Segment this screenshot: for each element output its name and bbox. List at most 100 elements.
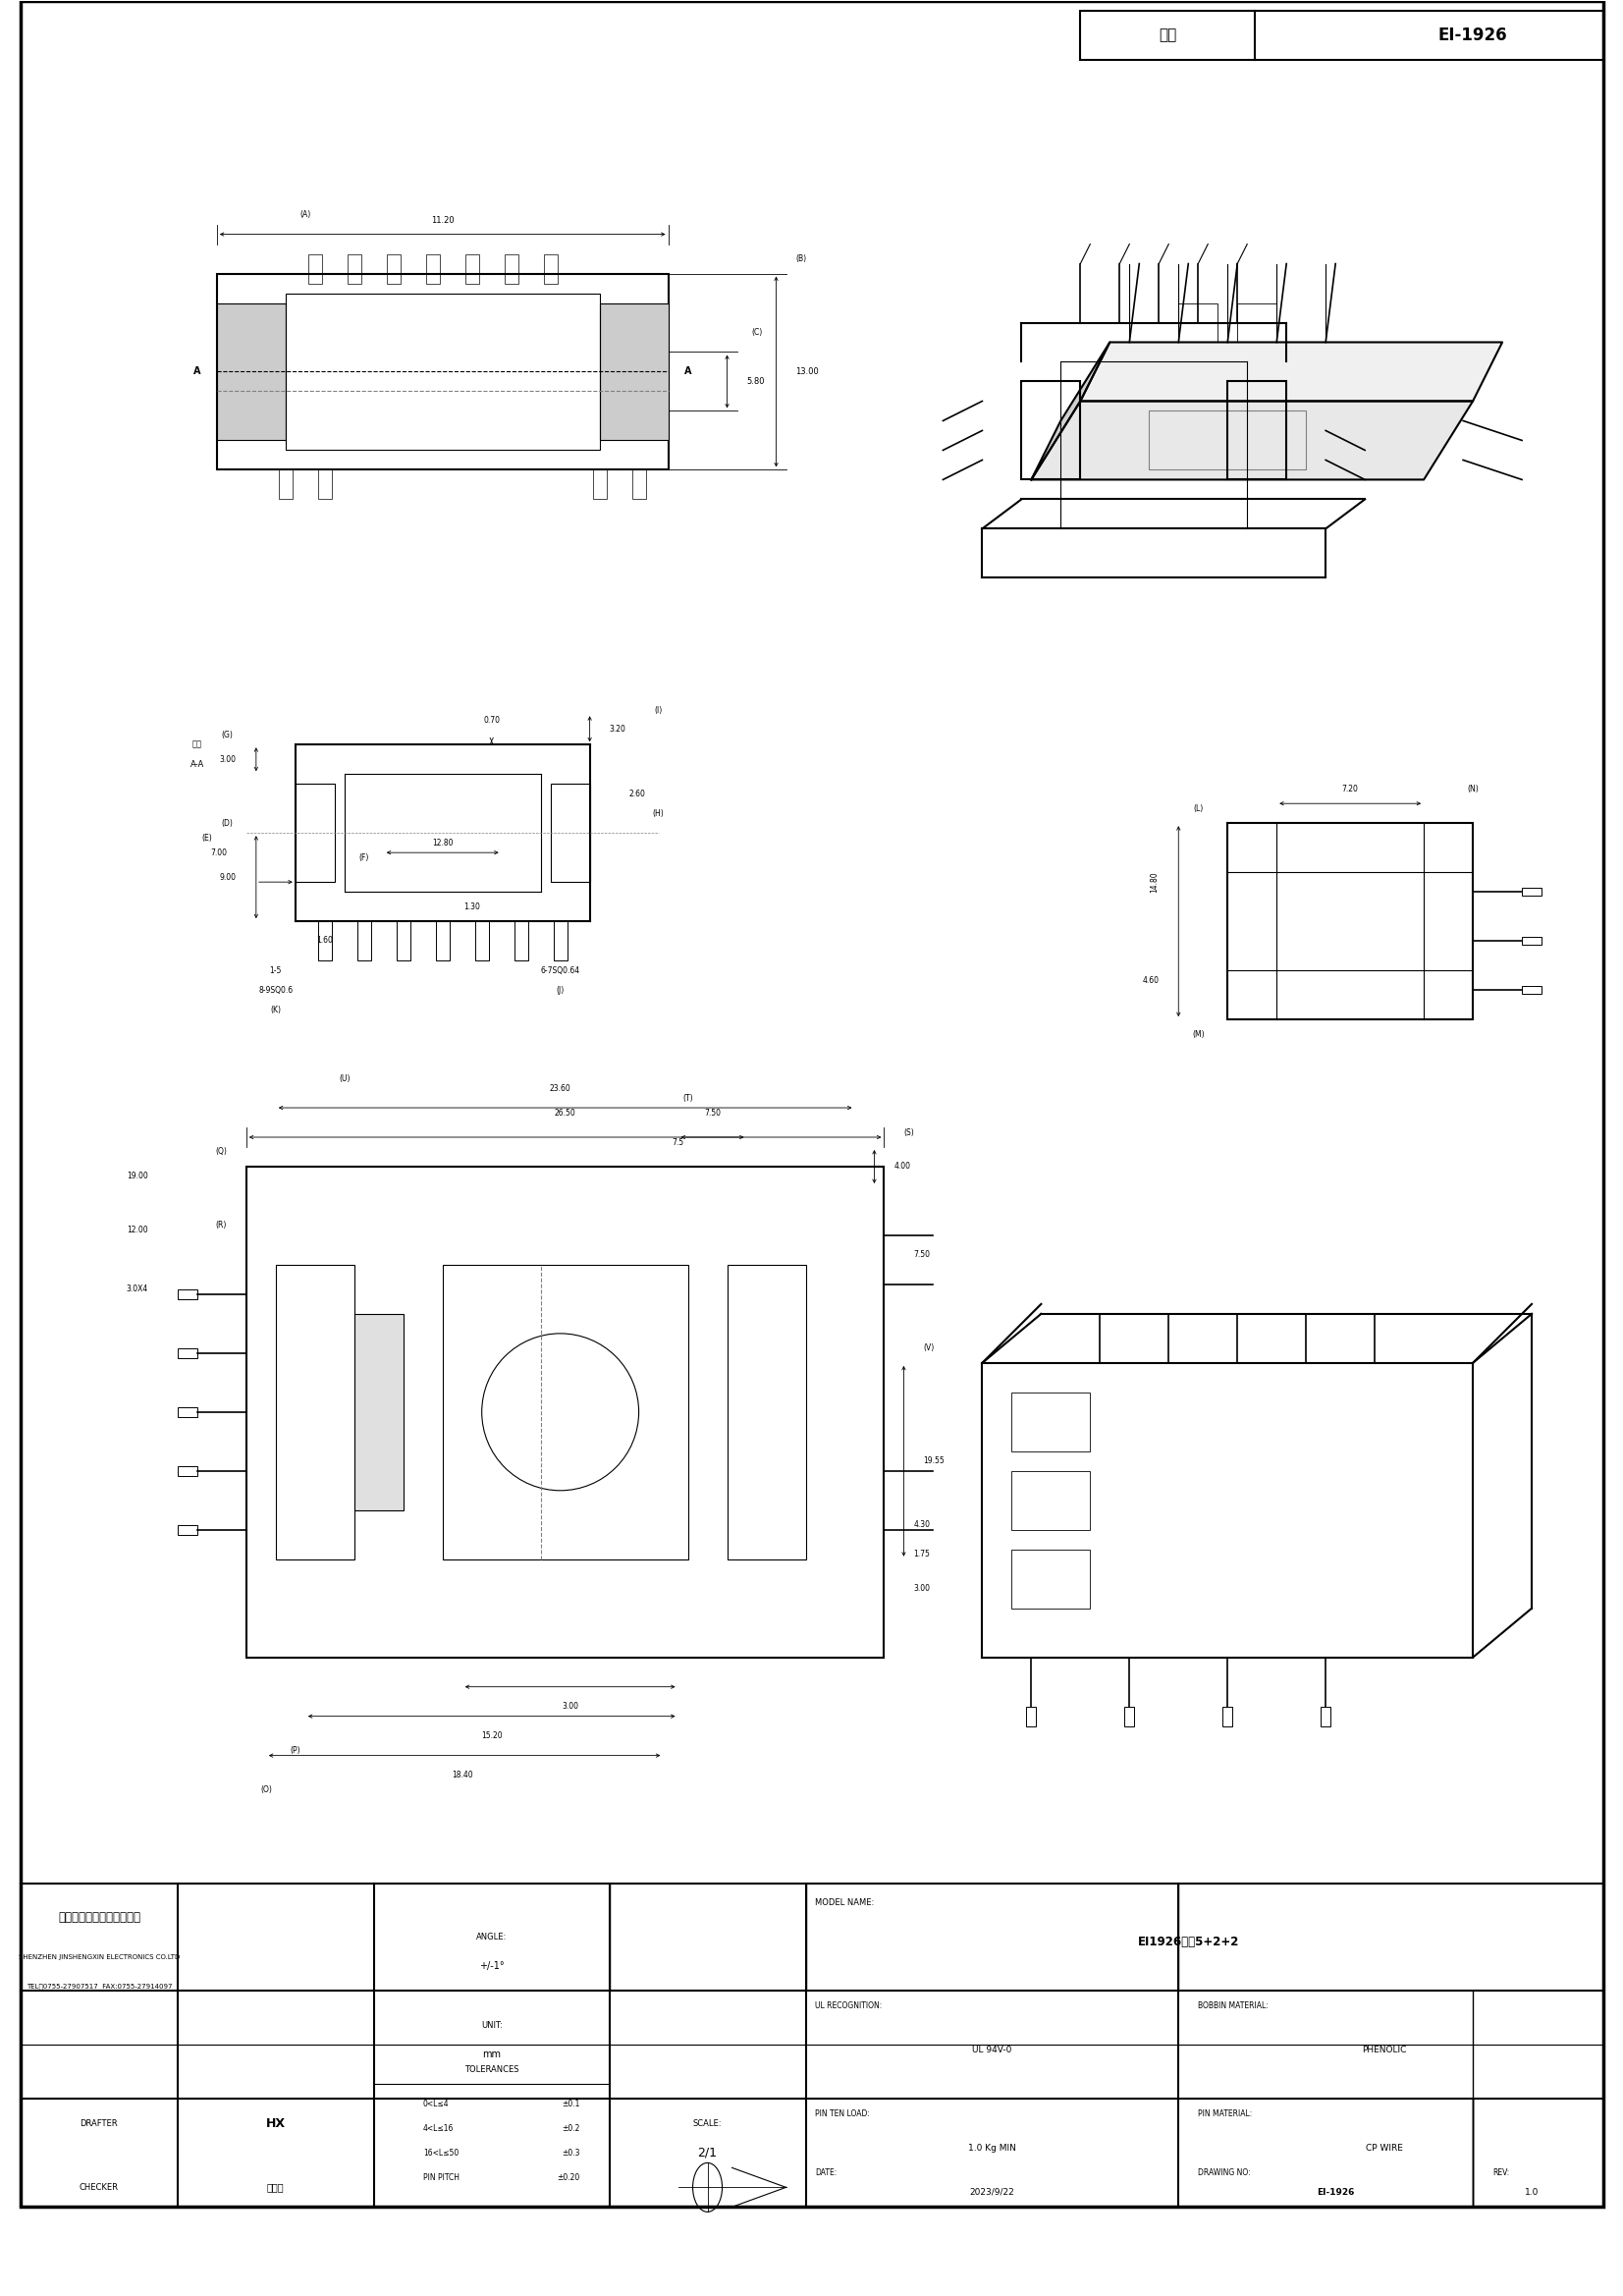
Bar bbox=[1222, 1706, 1232, 1727]
Bar bbox=[550, 783, 589, 882]
Text: (L): (L) bbox=[1193, 804, 1203, 813]
Bar bbox=[276, 1265, 354, 1559]
Text: 3.0X4: 3.0X4 bbox=[127, 1286, 148, 1293]
Bar bbox=[295, 783, 334, 882]
Bar bbox=[247, 1166, 885, 1658]
Bar bbox=[1026, 1706, 1035, 1727]
Text: mm: mm bbox=[482, 2050, 502, 2060]
Text: (C): (C) bbox=[751, 328, 763, 338]
Text: 18.40: 18.40 bbox=[451, 1770, 472, 1779]
Bar bbox=[396, 921, 411, 960]
Bar bbox=[386, 255, 401, 282]
Text: (F): (F) bbox=[359, 854, 368, 861]
Text: 13.00: 13.00 bbox=[795, 367, 820, 377]
Text: (A): (A) bbox=[300, 211, 310, 218]
Bar bbox=[476, 921, 489, 960]
Text: (V): (V) bbox=[923, 1343, 935, 1352]
Text: 9.00: 9.00 bbox=[219, 872, 237, 882]
Text: 23.60: 23.60 bbox=[550, 1084, 571, 1093]
Bar bbox=[177, 1348, 198, 1357]
Bar bbox=[1522, 889, 1542, 895]
Text: (I): (I) bbox=[654, 705, 662, 714]
Text: (K): (K) bbox=[271, 1006, 281, 1015]
Text: 型号: 型号 bbox=[1159, 28, 1177, 41]
Text: MODEL NAME:: MODEL NAME: bbox=[815, 1899, 875, 1908]
Text: REV:: REV: bbox=[1493, 2167, 1509, 2177]
Text: 2.60: 2.60 bbox=[630, 790, 646, 799]
Text: 5.80: 5.80 bbox=[747, 377, 764, 386]
Bar bbox=[1149, 411, 1307, 471]
Text: DRAWING NO:: DRAWING NO: bbox=[1198, 2167, 1251, 2177]
Bar bbox=[217, 303, 286, 441]
Bar bbox=[466, 255, 479, 282]
Text: EI1926立式5+2+2: EI1926立式5+2+2 bbox=[1138, 1936, 1238, 1949]
Text: ±0.2: ±0.2 bbox=[562, 2124, 579, 2133]
Text: DATE:: DATE: bbox=[815, 2167, 837, 2177]
Bar bbox=[1321, 1706, 1331, 1727]
Text: 7.5: 7.5 bbox=[672, 1139, 683, 1148]
Bar bbox=[1125, 1706, 1134, 1727]
Bar bbox=[553, 921, 566, 960]
Bar bbox=[177, 1407, 198, 1417]
Bar bbox=[544, 255, 557, 282]
Text: (M): (M) bbox=[1191, 1029, 1204, 1038]
Text: 2/1: 2/1 bbox=[698, 2147, 717, 2158]
Polygon shape bbox=[1031, 342, 1110, 480]
Text: EI-1926: EI-1926 bbox=[1438, 25, 1508, 44]
Bar bbox=[177, 1525, 198, 1534]
Text: HX: HX bbox=[266, 2117, 286, 2131]
Text: A-A: A-A bbox=[190, 760, 204, 769]
Text: A: A bbox=[193, 367, 201, 377]
Text: 12.80: 12.80 bbox=[432, 838, 453, 847]
Text: (H): (H) bbox=[652, 808, 664, 817]
Text: 19.55: 19.55 bbox=[923, 1456, 945, 1465]
Bar bbox=[286, 294, 599, 450]
Bar bbox=[1522, 985, 1542, 994]
Text: (D): (D) bbox=[221, 820, 232, 827]
Text: (R): (R) bbox=[216, 1221, 227, 1231]
Bar bbox=[514, 921, 527, 960]
Text: (Q): (Q) bbox=[214, 1148, 227, 1157]
Text: PIN MATERIAL:: PIN MATERIAL: bbox=[1198, 2110, 1253, 2119]
Text: 12.00: 12.00 bbox=[127, 1226, 148, 1235]
Text: 14.80: 14.80 bbox=[1151, 872, 1159, 893]
Text: ±0.20: ±0.20 bbox=[557, 2172, 579, 2181]
Text: 3.00: 3.00 bbox=[914, 1584, 930, 1593]
Text: (N): (N) bbox=[1467, 785, 1479, 792]
Bar bbox=[177, 1290, 198, 1300]
Bar bbox=[177, 1465, 198, 1476]
Bar bbox=[318, 921, 331, 960]
Text: CHECKER: CHECKER bbox=[80, 2183, 118, 2193]
Bar bbox=[1081, 11, 1604, 60]
Text: 3.00: 3.00 bbox=[562, 1701, 578, 1711]
Bar bbox=[1011, 1472, 1091, 1529]
Text: (P): (P) bbox=[291, 1745, 300, 1754]
Text: (T): (T) bbox=[683, 1093, 693, 1102]
Text: 0.70: 0.70 bbox=[484, 716, 500, 726]
Text: UL RECOGNITION:: UL RECOGNITION: bbox=[815, 2002, 883, 2011]
Text: ±0.3: ±0.3 bbox=[562, 2149, 579, 2158]
Bar bbox=[357, 921, 372, 960]
Text: 1.75: 1.75 bbox=[914, 1550, 930, 1559]
Text: 1.0 Kg MIN: 1.0 Kg MIN bbox=[967, 2144, 1016, 2154]
Text: 26.50: 26.50 bbox=[555, 1109, 576, 1118]
Text: 4.00: 4.00 bbox=[894, 1162, 911, 1171]
Text: EI-1926: EI-1926 bbox=[1316, 2188, 1354, 2197]
Text: 1.60: 1.60 bbox=[316, 937, 333, 946]
Text: (S): (S) bbox=[904, 1127, 914, 1137]
Bar bbox=[1011, 1550, 1091, 1607]
Text: 3.20: 3.20 bbox=[609, 726, 626, 732]
Bar bbox=[592, 471, 607, 498]
Text: SHENZHEN JINSHENGXIN ELECTRONICS CO.LTD: SHENZHEN JINSHENGXIN ELECTRONICS CO.LTD bbox=[18, 1954, 180, 1961]
Bar bbox=[354, 1313, 403, 1511]
Text: TEL：0755-27907517  FAX:0755-27914097: TEL：0755-27907517 FAX:0755-27914097 bbox=[26, 1984, 172, 1988]
Text: ±0.1: ±0.1 bbox=[562, 2099, 579, 2108]
Text: (G): (G) bbox=[221, 730, 232, 739]
Text: 16<L≤50: 16<L≤50 bbox=[424, 2149, 459, 2158]
Text: 15.20: 15.20 bbox=[480, 1731, 502, 1740]
Bar bbox=[599, 303, 669, 441]
Text: (O): (O) bbox=[260, 1784, 271, 1793]
Text: 杨柏林: 杨柏林 bbox=[268, 2183, 284, 2193]
Text: TOLERANCES: TOLERANCES bbox=[464, 2064, 519, 2073]
Text: 4.60: 4.60 bbox=[1143, 976, 1159, 985]
